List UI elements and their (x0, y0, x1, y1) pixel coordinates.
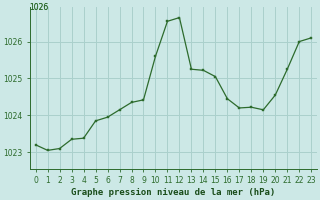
Text: 1026: 1026 (30, 3, 49, 12)
X-axis label: Graphe pression niveau de la mer (hPa): Graphe pression niveau de la mer (hPa) (71, 188, 276, 197)
Text: 1026: 1026 (30, 3, 49, 12)
